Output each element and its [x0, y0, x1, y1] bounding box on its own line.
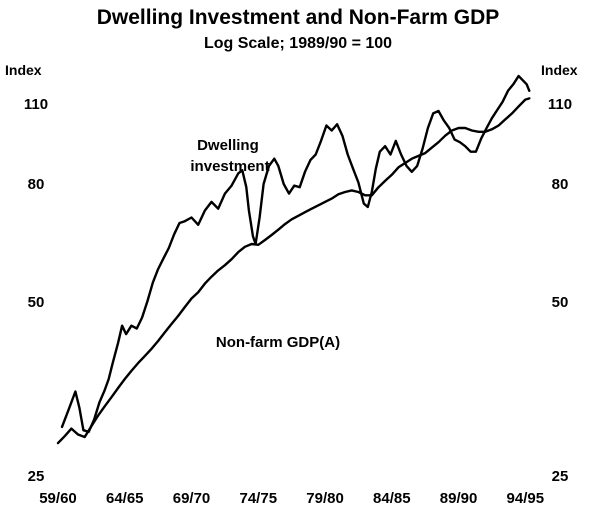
y-axis-unit-left: Index — [5, 62, 42, 78]
x-tick-79-80: 79/80 — [306, 490, 344, 507]
x-tick-59-60: 59/60 — [39, 490, 77, 507]
x-tick-69-70: 69/70 — [173, 490, 211, 507]
series-label-dwelling-investment: Dwelling investment — [190, 137, 269, 175]
x-tick-94-95: 94/95 — [507, 490, 545, 507]
series-line-non-farm-gdp — [56, 97, 531, 445]
y-tick-left-80: 80 — [28, 176, 45, 193]
y-tick-right-50: 50 — [552, 294, 569, 311]
y-tick-right-80: 80 — [552, 176, 569, 193]
x-tick-74-75: 74/75 — [240, 490, 278, 507]
x-tick-64-65: 64/65 — [106, 490, 144, 507]
series-line-dwelling-investment — [60, 74, 531, 434]
y-tick-right-25: 25 — [552, 468, 569, 485]
y-tick-right-110: 110 — [548, 96, 572, 113]
y-tick-left-50: 50 — [28, 294, 45, 311]
x-tick-89-90: 89/90 — [440, 490, 478, 507]
x-tick-84-85: 84/85 — [373, 490, 411, 507]
y-axis-left: 25 50 80 110 — [24, 96, 48, 485]
y-axis-right: 25 50 80 110 — [548, 96, 572, 485]
y-tick-left-25: 25 — [28, 468, 45, 485]
y-tick-left-110: 110 — [24, 96, 48, 113]
chart-title: Dwelling Investment and Non-Farm GDP — [97, 6, 500, 29]
y-axis-unit-right: Index — [541, 62, 578, 78]
series-label-non-farm-gdp: Non-farm GDP(A) — [216, 334, 340, 351]
chart-subtitle: Log Scale; 1989/90 = 100 — [204, 35, 392, 52]
x-axis: 59/60 64/65 69/70 74/75 79/80 84/85 89/90 94/95 — [39, 490, 544, 507]
